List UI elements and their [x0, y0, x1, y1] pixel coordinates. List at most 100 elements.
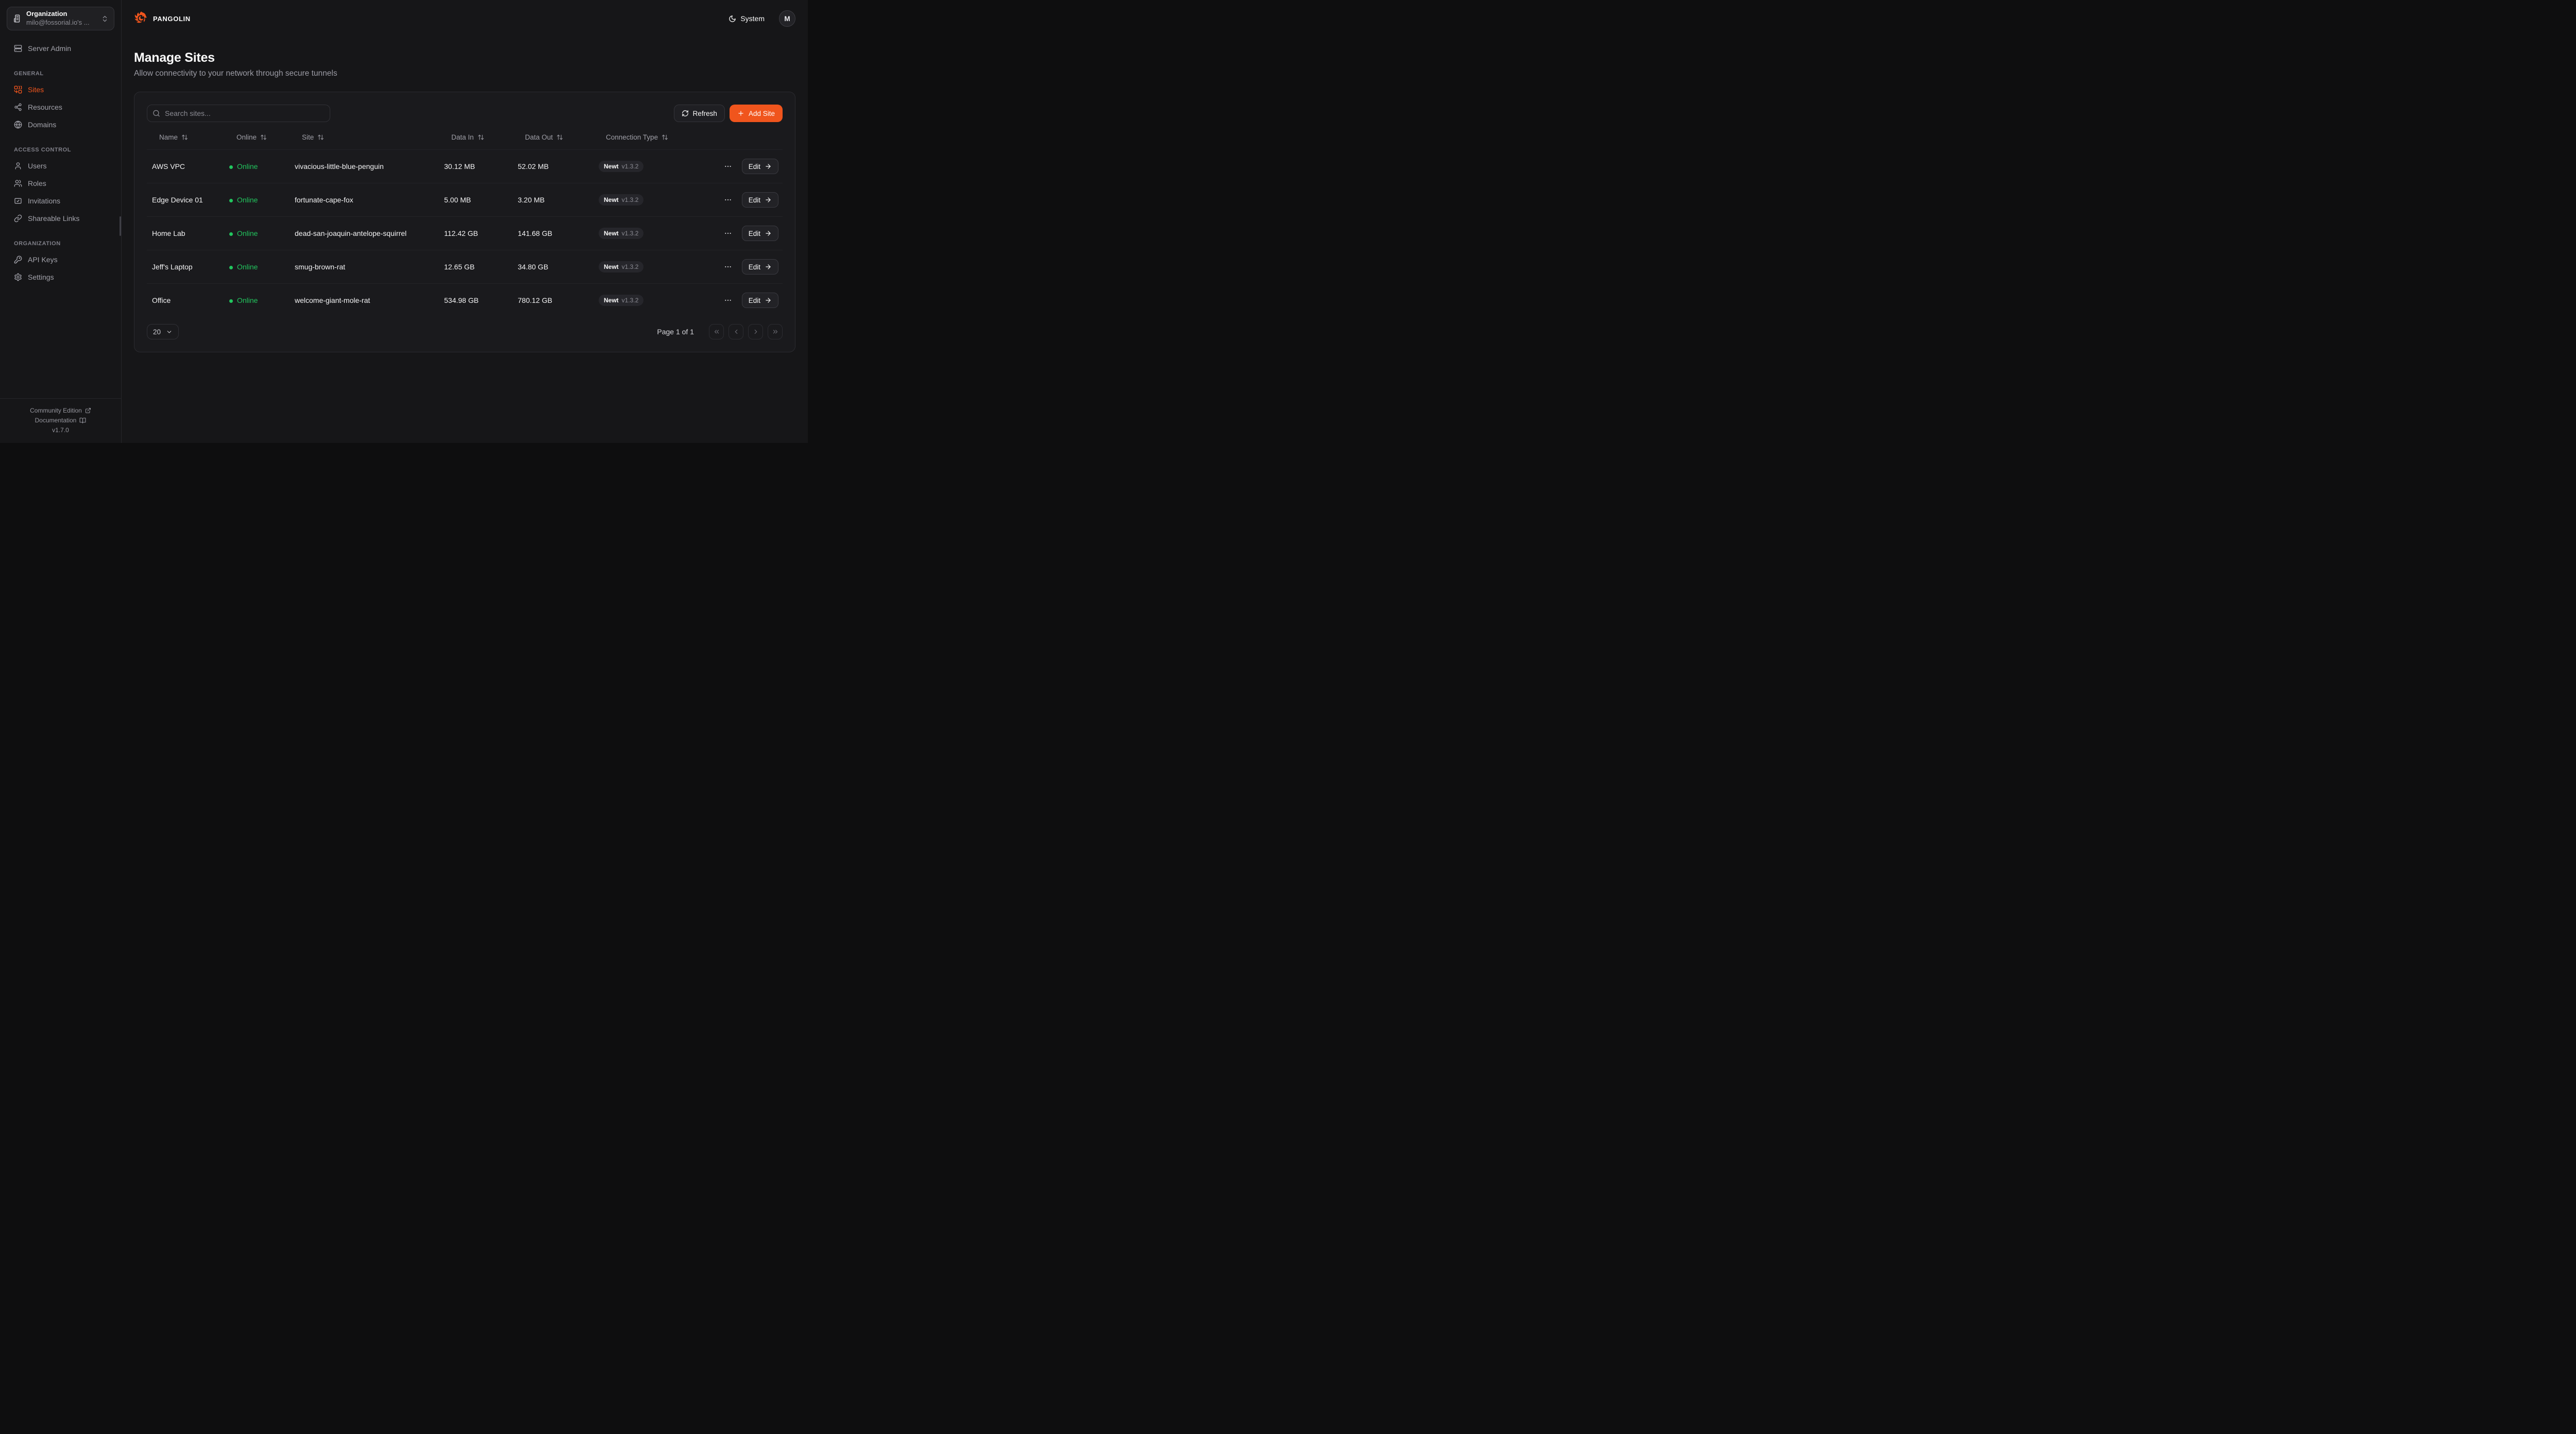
connection-type-badge: Newt v1.3.2 [599, 194, 644, 206]
sidebar-item-shareable-links[interactable]: Shareable Links [7, 210, 114, 227]
external-link-icon [85, 407, 91, 414]
topbar: PANGOLIN System M [122, 0, 808, 37]
sidebar-footer: Community Edition Documentation v1.7.0 [0, 398, 121, 443]
column-header-data-in[interactable]: Data In [439, 128, 513, 150]
site-name-cell: Home Lab [152, 229, 185, 237]
column-header-actions [687, 128, 783, 150]
sites-card: Refresh Add Site [134, 92, 795, 352]
edit-site-button[interactable]: Edit [741, 259, 778, 275]
user-icon [14, 162, 22, 170]
chevrons-left-icon [713, 328, 720, 335]
row-actions-menu-button[interactable] [721, 160, 735, 173]
data-in-cell: 534.98 GB [444, 296, 479, 304]
sidebar-item-users[interactable]: Users [7, 157, 114, 175]
sidebar-item-label: Domains [28, 121, 57, 129]
sidebar-item-label: Roles [28, 179, 46, 187]
row-actions-menu-button[interactable] [721, 261, 735, 273]
table-row: Office Online welcome-giant-mole-rat 534… [147, 284, 783, 317]
site-slug-cell: dead-san-joaquin-antelope-squirrel [295, 229, 407, 237]
add-site-button[interactable]: Add Site [729, 105, 783, 122]
edit-site-button[interactable]: Edit [741, 226, 778, 241]
pangolin-logo-icon [133, 11, 149, 27]
row-actions-cell: Edit [687, 217, 783, 250]
site-name-cell: Office [152, 296, 171, 304]
edit-site-button[interactable]: Edit [741, 293, 778, 308]
sidebar-section-organization: ORGANIZATION [14, 241, 61, 247]
data-in-cell: 30.12 MB [444, 162, 475, 170]
column-header-connection-type[interactable]: Connection Type [594, 128, 687, 150]
brand-logo[interactable]: PANGOLIN [133, 11, 191, 27]
sort-arrows-icon [317, 134, 324, 141]
online-status-dot [229, 299, 233, 303]
community-edition-link[interactable]: Community Edition [30, 407, 91, 414]
data-out-cell: 780.12 GB [518, 296, 552, 304]
edit-site-button[interactable]: Edit [741, 192, 778, 208]
org-switcher[interactable]: Organization milo@fossorial.io's ... [7, 7, 114, 30]
page-size-select[interactable]: 20 [147, 324, 179, 339]
sort-arrows-icon [556, 134, 563, 141]
version-label: v1.7.0 [52, 426, 69, 434]
sidebar-item-label: Server Admin [28, 44, 72, 53]
search-input[interactable] [147, 105, 330, 122]
sidebar-item-resources[interactable]: Resources [7, 98, 114, 116]
data-out-cell: 34.80 GB [518, 263, 549, 271]
sort-arrows-icon [181, 134, 188, 141]
last-page-button[interactable] [768, 324, 783, 339]
sidebar-item-label: Sites [28, 86, 44, 94]
data-out-cell: 3.20 MB [518, 196, 545, 204]
chevron-left-icon [733, 328, 740, 335]
sidebar-item-server-admin[interactable]: Server Admin [7, 40, 114, 57]
page-status: Page 1 of 1 [657, 328, 694, 336]
site-status-cell: Online [224, 217, 290, 250]
sort-arrows-icon [662, 134, 668, 141]
column-header-data-out[interactable]: Data Out [513, 128, 594, 150]
book-open-icon [79, 417, 86, 424]
data-out-cell: 52.02 MB [518, 162, 549, 170]
theme-toggle-button[interactable]: System [725, 14, 768, 23]
sites-combine-icon [14, 86, 22, 94]
sort-arrows-icon [260, 134, 267, 141]
next-page-button[interactable] [748, 324, 763, 339]
site-slug-cell: fortunate-cape-fox [295, 196, 353, 204]
sidebar-item-api-keys[interactable]: API Keys [7, 251, 114, 268]
data-out-cell: 141.68 GB [518, 229, 552, 237]
sidebar-section-access-control: ACCESS CONTROL [14, 147, 71, 153]
site-slug-cell: welcome-giant-mole-rat [295, 296, 370, 304]
arrow-right-icon [765, 263, 772, 270]
chevron-right-icon [752, 328, 759, 335]
user-avatar[interactable]: M [779, 10, 795, 27]
previous-page-button[interactable] [728, 324, 743, 339]
row-actions-menu-button[interactable] [721, 294, 735, 306]
sidebar-item-domains[interactable]: Domains [7, 116, 114, 133]
gear-icon [14, 273, 22, 281]
row-actions-menu-button[interactable] [721, 227, 735, 240]
sidebar-item-settings[interactable]: Settings [7, 268, 114, 286]
sidebar-scrollbar-thumb[interactable] [120, 216, 121, 236]
brand-name: PANGOLIN [153, 14, 191, 23]
column-header-online[interactable]: Online [224, 128, 290, 150]
first-page-button[interactable] [709, 324, 724, 339]
building-icon [12, 14, 22, 23]
sites-toolbar: Refresh Add Site [147, 105, 783, 122]
site-slug-cell: smug-brown-rat [295, 263, 346, 271]
row-actions-menu-button[interactable] [721, 194, 735, 206]
refresh-button[interactable]: Refresh [673, 105, 725, 122]
connection-type-badge: Newt v1.3.2 [599, 261, 644, 273]
connection-type-cell: Newt v1.3.2 [594, 250, 687, 284]
table-header-row: Name Online Site Data In Data Out Connec… [147, 128, 783, 150]
arrow-right-icon [765, 297, 772, 304]
sidebar-item-sites[interactable]: Sites [7, 81, 114, 98]
edit-site-button[interactable]: Edit [741, 159, 778, 174]
sidebar-item-label: Users [28, 162, 47, 170]
sidebar-item-roles[interactable]: Roles [7, 175, 114, 192]
arrow-right-icon [765, 230, 772, 237]
column-header-name[interactable]: Name [147, 128, 224, 150]
column-header-site[interactable]: Site [290, 128, 439, 150]
sidebar-item-invitations[interactable]: Invitations [7, 192, 114, 210]
site-status-cell: Online [224, 150, 290, 183]
app-window: Organization milo@fossorial.io's ... Ser… [0, 0, 808, 443]
page-content: Manage Sites Allow connectivity to your … [122, 37, 808, 352]
documentation-link[interactable]: Documentation [35, 417, 87, 424]
mail-check-icon [14, 197, 22, 205]
share-network-icon [14, 103, 22, 111]
